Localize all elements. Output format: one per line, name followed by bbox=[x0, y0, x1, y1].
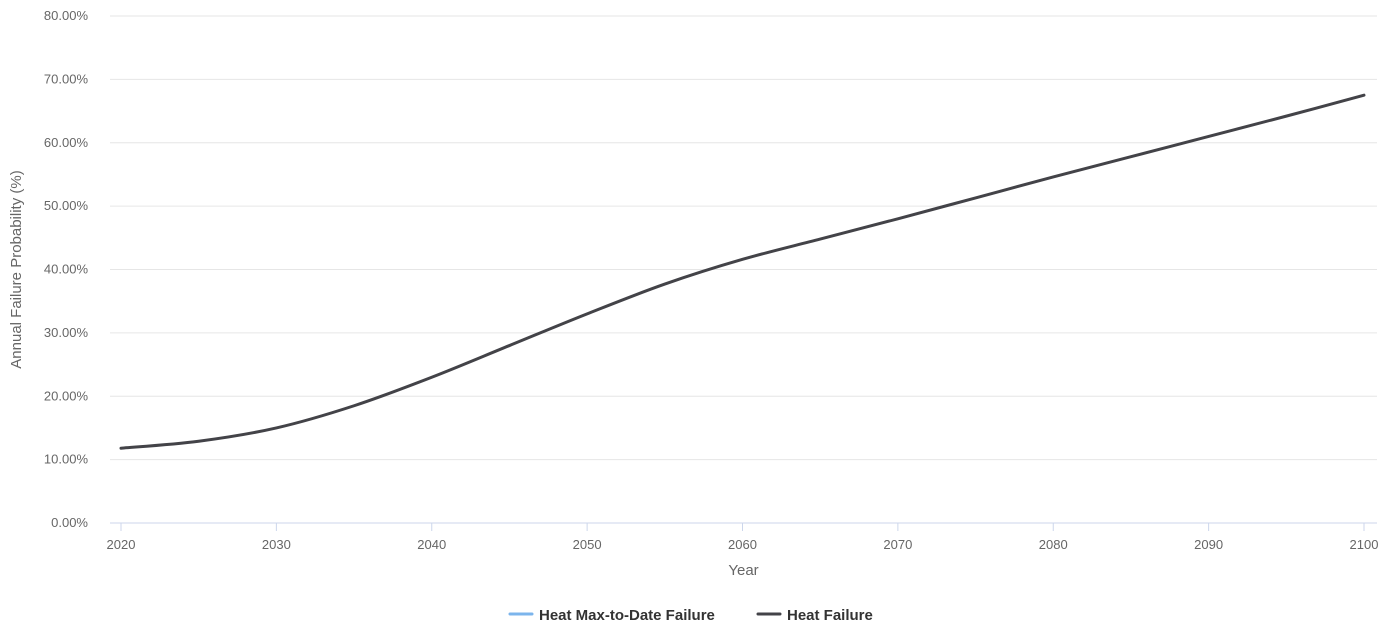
x-tick-label: 2040 bbox=[417, 537, 446, 552]
legend-item[interactable]: Heat Max-to-Date Failure bbox=[508, 607, 715, 624]
x-tick-label: 2070 bbox=[883, 537, 912, 552]
legend: Heat Max-to-Date Failure Heat Failure bbox=[508, 607, 873, 624]
y-tick-label: 70.00% bbox=[44, 71, 89, 86]
legend-item[interactable]: Heat Failure bbox=[756, 607, 873, 624]
y-tick-label: 0.00% bbox=[51, 515, 88, 530]
y-tick-label: 80.00% bbox=[44, 8, 89, 23]
x-tick-label: 2050 bbox=[573, 537, 602, 552]
y-tick-label: 60.00% bbox=[44, 135, 89, 150]
series-line-1 bbox=[120, 94, 1365, 450]
series-line-2 bbox=[119, 93, 1366, 450]
y-tick-label: 40.00% bbox=[44, 262, 89, 277]
y-tick-label: 30.00% bbox=[44, 325, 89, 340]
y-tick-label: 10.00% bbox=[44, 452, 89, 467]
x-tick-label: 2100 bbox=[1350, 537, 1379, 552]
x-tick-label: 2020 bbox=[107, 537, 136, 552]
legend-label: Heat Max-to-Date Failure bbox=[539, 607, 715, 624]
series-lines bbox=[119, 93, 1366, 450]
y-tick-label: 20.00% bbox=[44, 388, 89, 403]
x-tick-label: 2080 bbox=[1039, 537, 1068, 552]
legend-label: Heat Failure bbox=[787, 607, 873, 624]
x-axis-title: Year bbox=[728, 562, 758, 579]
grid-lines bbox=[110, 15, 1377, 461]
x-tick-label: 2060 bbox=[728, 537, 757, 552]
y-tick-label: 50.00% bbox=[44, 198, 89, 213]
x-tick-label: 2030 bbox=[262, 537, 291, 552]
axes: 0.00% 10.00% 20.00% 30.00% 40.00% 50.00% 60.00… bbox=[44, 8, 1379, 552]
x-tick-label: 2090 bbox=[1194, 537, 1223, 552]
y-axis-title: Annual Failure Probability (%) bbox=[8, 170, 25, 368]
